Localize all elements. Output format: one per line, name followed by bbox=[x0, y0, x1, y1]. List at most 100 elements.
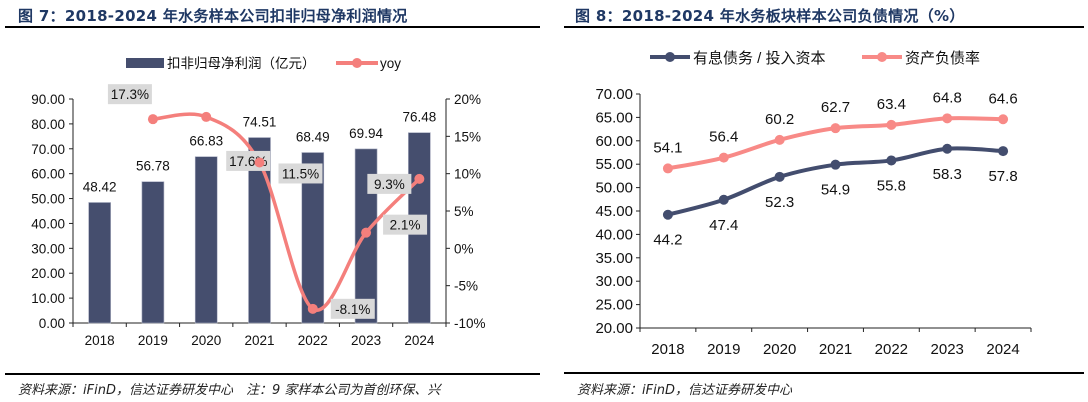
y-tick-label: 25.00 bbox=[595, 297, 633, 314]
yoy-label-box bbox=[367, 173, 412, 194]
y-left-tick-label: 70.00 bbox=[31, 142, 65, 157]
y-left-tick-label: 80.00 bbox=[31, 117, 65, 132]
point-label: 56.4 bbox=[709, 129, 738, 146]
yoy-marker-2020 bbox=[201, 111, 212, 122]
point-2024 bbox=[998, 146, 1009, 157]
right-source-note: 资料来源：iFinD，信达证券研发中心 bbox=[577, 383, 792, 398]
yoy-label: 9.3% bbox=[374, 177, 405, 192]
y-tick-label: 30.00 bbox=[595, 273, 633, 290]
y-right-tick-label: -5% bbox=[454, 279, 478, 294]
bar-label: 66.83 bbox=[189, 134, 223, 149]
point-label: 63.4 bbox=[877, 96, 906, 113]
point-label: 54.9 bbox=[821, 182, 850, 199]
bar-2020 bbox=[194, 156, 218, 324]
right-chart-title: 图 8：2018-2024 年水务板块样本公司负债情况（%） bbox=[575, 7, 965, 25]
bar-label: 69.94 bbox=[349, 126, 383, 141]
point-label: 57.8 bbox=[988, 168, 1017, 185]
point-2021 bbox=[830, 159, 841, 170]
yoy-label: -8.1% bbox=[335, 302, 370, 317]
y-tick-label: 60.00 bbox=[595, 133, 633, 150]
right-footer-rule bbox=[564, 372, 1084, 374]
x-tick-label: 2020 bbox=[191, 333, 221, 348]
legend-asset-liability-label: 资产负债率 bbox=[905, 50, 980, 67]
bar-label: 74.51 bbox=[243, 115, 277, 130]
bar-label: 76.48 bbox=[402, 110, 436, 125]
y-tick-label: 35.00 bbox=[595, 250, 633, 267]
legend-bar-label: 扣非归母净利润（亿元） bbox=[167, 55, 316, 71]
y-tick-label: 50.00 bbox=[595, 180, 633, 197]
x-tick-label: 2019 bbox=[707, 341, 740, 358]
y-tick-label: 45.00 bbox=[595, 203, 633, 220]
point-label: 55.8 bbox=[877, 177, 906, 194]
left-chart-title: 图 7：2018-2024 年水务样本公司扣非归母净利润情况 bbox=[18, 7, 408, 25]
y-tick-label: 40.00 bbox=[595, 226, 633, 243]
point-2023 bbox=[942, 143, 953, 154]
legend-yoy-marker bbox=[352, 58, 362, 68]
legend-bar-swatch bbox=[126, 58, 164, 68]
y-tick-label: 65.00 bbox=[595, 109, 633, 126]
bar-2019 bbox=[141, 181, 165, 324]
x-tick-label: 2018 bbox=[651, 341, 684, 358]
y-tick-label: 70.00 bbox=[595, 86, 633, 103]
point-2021 bbox=[830, 123, 841, 134]
yoy-marker-2024 bbox=[414, 173, 425, 184]
point-2018 bbox=[662, 163, 673, 174]
point-2019 bbox=[718, 152, 729, 163]
x-tick-label: 2023 bbox=[351, 333, 381, 348]
y-tick-label: 20.00 bbox=[595, 320, 633, 337]
left-footer-rule bbox=[5, 373, 540, 375]
y-tick-label: 55.00 bbox=[595, 156, 633, 173]
x-tick-label: 2022 bbox=[875, 341, 908, 358]
x-tick-label: 2024 bbox=[404, 333, 435, 348]
y-left-tick-label: 30.00 bbox=[31, 241, 65, 256]
point-label: 58.3 bbox=[933, 166, 962, 183]
legend-debt-capital-marker bbox=[665, 52, 675, 62]
y-right-tick-label: -10% bbox=[454, 316, 486, 331]
left-source-note: 资料来源：iFinD，信达证券研发中心 注：9 家样本公司为首创环保、兴 bbox=[18, 383, 441, 398]
x-tick-label: 2018 bbox=[85, 333, 115, 348]
yoy-marker-2022 bbox=[307, 303, 318, 314]
yoy-label: 2.1% bbox=[390, 218, 421, 233]
x-tick-label: 2023 bbox=[931, 341, 964, 358]
bar-2018 bbox=[88, 202, 111, 324]
x-tick-label: 2021 bbox=[819, 341, 852, 358]
y-left-tick-label: 40.00 bbox=[31, 216, 65, 231]
point-2020 bbox=[774, 134, 785, 145]
yoy-marker-2021 bbox=[254, 157, 265, 168]
x-tick-label: 2024 bbox=[986, 341, 1019, 358]
left-title-rule bbox=[5, 26, 540, 28]
bar-2022 bbox=[301, 152, 325, 324]
yoy-label: 17.3% bbox=[111, 87, 149, 102]
y-right-tick-label: 15% bbox=[454, 129, 481, 144]
point-2020 bbox=[774, 171, 785, 182]
y-left-tick-label: 50.00 bbox=[31, 192, 65, 207]
point-label: 60.2 bbox=[765, 111, 794, 128]
point-2022 bbox=[886, 119, 897, 130]
x-tick-label: 2019 bbox=[138, 333, 168, 348]
bar-label: 56.78 bbox=[136, 159, 170, 174]
x-tick-label: 2020 bbox=[763, 341, 796, 358]
point-label: 64.6 bbox=[988, 90, 1017, 107]
y-left-tick-label: 10.00 bbox=[31, 291, 65, 306]
point-label: 44.2 bbox=[653, 232, 682, 249]
bar-label: 48.42 bbox=[83, 179, 117, 194]
point-2019 bbox=[718, 194, 729, 205]
y-right-tick-label: 0% bbox=[454, 241, 474, 256]
y-left-tick-label: 60.00 bbox=[31, 167, 65, 182]
bar-2021 bbox=[248, 137, 271, 324]
bar-label: 68.49 bbox=[296, 130, 330, 145]
point-label: 52.3 bbox=[765, 194, 794, 211]
point-label: 54.1 bbox=[653, 139, 682, 156]
legend-debt-capital-label: 有息债务 / 投入资本 bbox=[693, 50, 826, 67]
point-2018 bbox=[662, 209, 673, 220]
x-tick-label: 2021 bbox=[244, 333, 274, 348]
point-label: 62.7 bbox=[821, 99, 850, 116]
y-left-tick-label: 20.00 bbox=[31, 266, 65, 281]
point-2024 bbox=[998, 114, 1009, 125]
point-label: 64.8 bbox=[933, 89, 962, 106]
yoy-label: 11.5% bbox=[282, 166, 319, 181]
y-right-tick-label: 5% bbox=[454, 204, 474, 219]
yoy-label-box bbox=[330, 298, 375, 319]
y-right-tick-label: 20% bbox=[454, 92, 481, 107]
point-label: 47.4 bbox=[709, 217, 738, 234]
